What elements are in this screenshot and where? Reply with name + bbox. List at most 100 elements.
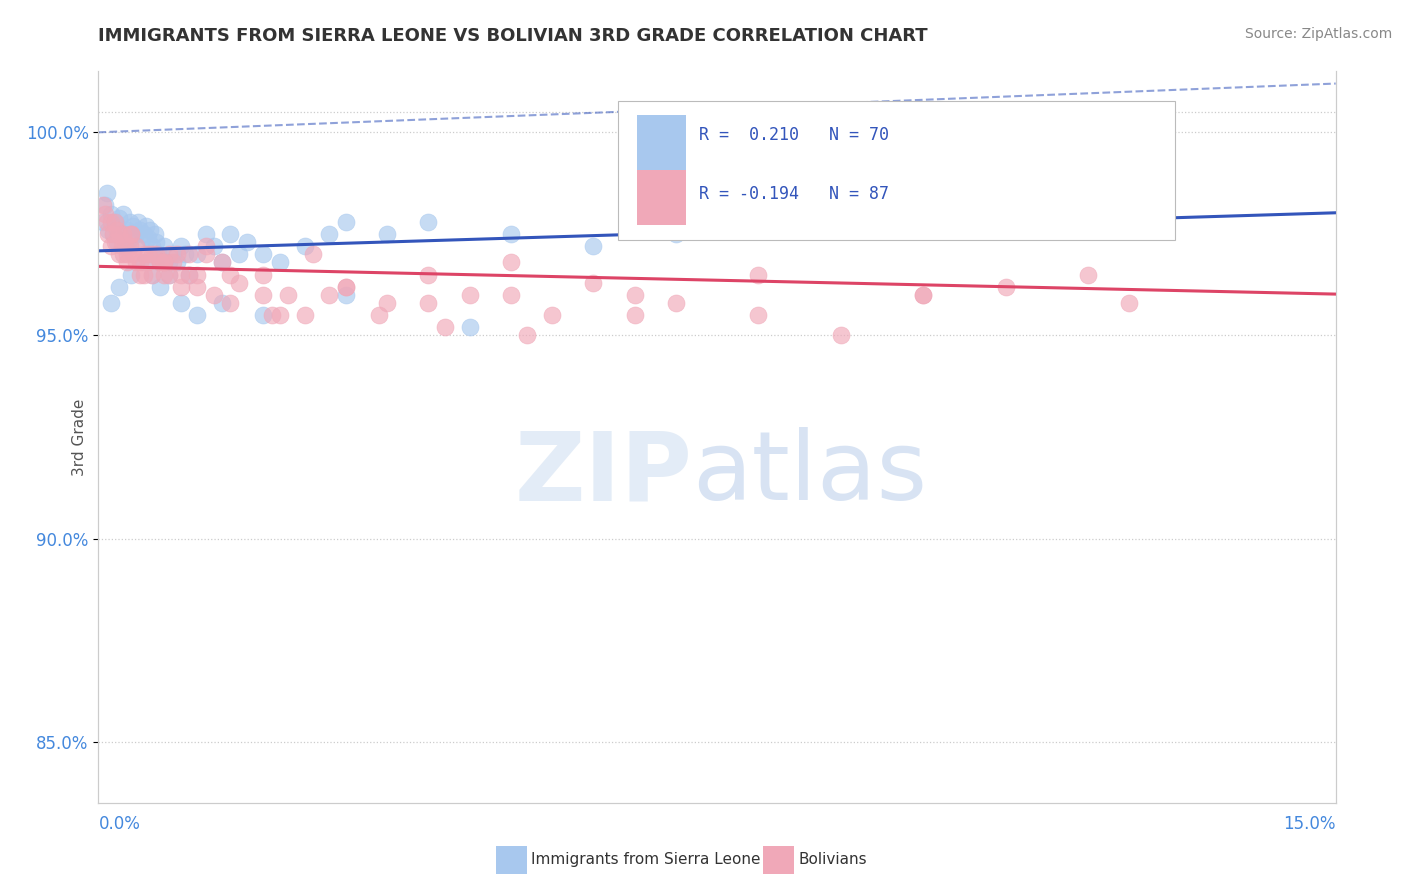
- Point: [830, 328, 852, 343]
- Point: [375, 227, 398, 241]
- Point: [153, 239, 176, 253]
- Point: [170, 268, 193, 282]
- Point: [110, 227, 132, 241]
- Point: [157, 268, 180, 282]
- Point: [136, 255, 159, 269]
- Point: [228, 276, 250, 290]
- Point: [335, 288, 357, 302]
- Point: [335, 215, 357, 229]
- Point: [277, 288, 299, 302]
- Point: [499, 288, 522, 302]
- Point: [131, 235, 153, 249]
- Point: [104, 215, 127, 229]
- Point: [623, 308, 645, 322]
- Text: 0.0%: 0.0%: [98, 815, 141, 833]
- Point: [418, 296, 440, 310]
- Point: [153, 268, 176, 282]
- Point: [211, 296, 233, 310]
- Point: [124, 227, 146, 241]
- Point: [112, 227, 135, 241]
- Point: [145, 247, 167, 261]
- Point: [179, 268, 201, 282]
- Point: [367, 308, 389, 322]
- Point: [105, 223, 128, 237]
- Point: [582, 276, 605, 290]
- Point: [912, 198, 935, 212]
- Point: [103, 227, 125, 241]
- Point: [418, 215, 440, 229]
- Point: [117, 247, 139, 261]
- Point: [132, 268, 155, 282]
- Point: [294, 308, 316, 322]
- Point: [252, 247, 274, 261]
- Point: [211, 255, 233, 269]
- Point: [166, 255, 188, 269]
- Point: [174, 247, 197, 261]
- Point: [211, 255, 233, 269]
- Point: [830, 206, 852, 220]
- Point: [97, 227, 120, 241]
- Point: [104, 235, 127, 249]
- Point: [260, 308, 283, 322]
- Point: [186, 268, 208, 282]
- Point: [228, 247, 250, 261]
- Point: [117, 255, 139, 269]
- Point: [110, 239, 132, 253]
- Point: [194, 227, 217, 241]
- Point: [136, 247, 159, 261]
- Point: [145, 235, 167, 249]
- Text: Source: ZipAtlas.com: Source: ZipAtlas.com: [1244, 27, 1392, 41]
- Point: [124, 255, 146, 269]
- Point: [141, 268, 163, 282]
- Point: [219, 296, 242, 310]
- Text: ZIP: ZIP: [515, 427, 692, 520]
- Point: [375, 296, 398, 310]
- Point: [103, 227, 125, 241]
- Text: atlas: atlas: [692, 427, 928, 520]
- Point: [335, 279, 357, 293]
- Point: [132, 255, 155, 269]
- Point: [94, 198, 117, 212]
- Point: [108, 279, 131, 293]
- Point: [623, 288, 645, 302]
- Point: [108, 227, 131, 241]
- Point: [219, 227, 242, 241]
- Point: [170, 239, 193, 253]
- Point: [94, 206, 117, 220]
- Point: [112, 206, 135, 220]
- Point: [516, 328, 538, 343]
- Point: [318, 288, 340, 302]
- Point: [541, 308, 564, 322]
- Point: [138, 223, 160, 237]
- Text: IMMIGRANTS FROM SIERRA LEONE VS BOLIVIAN 3RD GRADE CORRELATION CHART: IMMIGRANTS FROM SIERRA LEONE VS BOLIVIAN…: [98, 27, 928, 45]
- Point: [108, 211, 131, 225]
- Point: [127, 215, 149, 229]
- Point: [499, 255, 522, 269]
- Point: [91, 198, 114, 212]
- Point: [118, 215, 141, 229]
- Point: [433, 320, 456, 334]
- Text: Immigrants from Sierra Leone: Immigrants from Sierra Leone: [531, 853, 761, 867]
- Point: [149, 255, 172, 269]
- Point: [202, 239, 225, 253]
- Point: [294, 239, 316, 253]
- Point: [141, 239, 163, 253]
- Point: [335, 279, 357, 293]
- Point: [149, 255, 172, 269]
- Point: [153, 255, 176, 269]
- Point: [252, 308, 274, 322]
- Point: [186, 279, 208, 293]
- Point: [162, 247, 184, 261]
- Point: [132, 227, 155, 241]
- Point: [1118, 296, 1140, 310]
- Point: [665, 296, 688, 310]
- Point: [252, 288, 274, 302]
- Point: [252, 268, 274, 282]
- Point: [97, 223, 120, 237]
- Point: [96, 215, 118, 229]
- Point: [458, 288, 481, 302]
- Point: [143, 227, 166, 241]
- Point: [458, 320, 481, 334]
- FancyBboxPatch shape: [637, 115, 686, 170]
- Point: [120, 227, 142, 241]
